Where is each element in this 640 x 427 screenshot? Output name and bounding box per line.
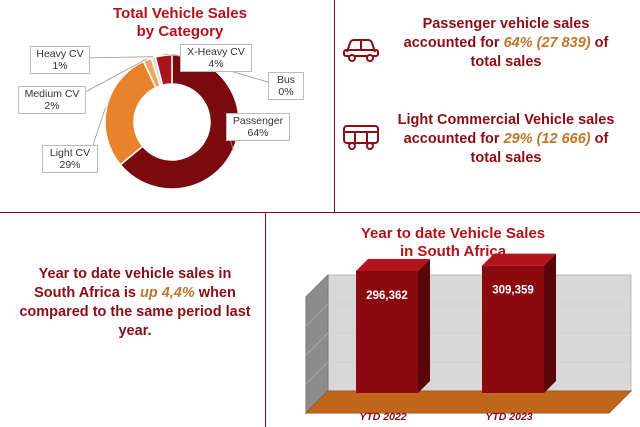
label-heavy-cv: Heavy CV 1% bbox=[30, 46, 90, 74]
label-passenger-name: Passenger bbox=[232, 115, 284, 127]
donut-panel: Total Vehicle Sales by Category Heavy CV… bbox=[0, 0, 334, 212]
bar-category-label-ytd-2022: YTD 2022 bbox=[359, 411, 406, 423]
lcv-stat-suffix: of bbox=[594, 131, 609, 147]
lcv-stat-line1: Light Commercial Vehicle sales bbox=[397, 112, 615, 128]
ytd-summary-line2: South Africa is up 4,4% when bbox=[10, 284, 260, 303]
bus-icon bbox=[343, 125, 379, 150]
bar-value-label-ytd-2022: 296,362 bbox=[366, 290, 408, 302]
bar-side-ytd-2022 bbox=[418, 258, 430, 393]
donut-title-line1: Total Vehicle Sales bbox=[113, 5, 247, 22]
divider-vertical-top bbox=[334, 0, 335, 212]
label-light-cv-name: Light CV bbox=[49, 147, 91, 159]
stats-panel: Passenger vehicle sales accounted for 64… bbox=[335, 0, 640, 212]
ytd-summary-line4: year. bbox=[118, 323, 152, 339]
label-light-cv: Light CV 29% bbox=[42, 145, 98, 173]
label-medium-cv-name: Medium CV bbox=[24, 88, 80, 100]
donut-slice-passenger bbox=[119, 54, 240, 190]
bar-side-ytd-2023 bbox=[544, 253, 556, 393]
lcv-stat-text: Light Commercial Vehicle sales accounted… bbox=[375, 111, 637, 168]
bar-value-label-ytd-2023: 309,359 bbox=[492, 285, 534, 297]
label-heavy-cv-pct: 1% bbox=[52, 60, 68, 72]
label-bus: Bus 0% bbox=[268, 72, 304, 100]
ytd-summary-prefix: South Africa is bbox=[34, 285, 136, 301]
lcv-stat-line2: accounted for 29% (12 666) of bbox=[375, 130, 637, 149]
bar-category-label-ytd-2023: YTD 2023 bbox=[485, 411, 532, 423]
bar-ytd-2022 bbox=[356, 270, 418, 393]
label-light-cv-pct: 29% bbox=[59, 159, 81, 171]
ytd-summary-line3: compared to the same period last bbox=[19, 304, 251, 320]
label-xheavy-cv: X-Heavy CV 4% bbox=[180, 44, 252, 72]
donut-slice-x-heavy-cv bbox=[154, 54, 173, 87]
car-icon bbox=[343, 39, 379, 62]
label-bus-pct: 0% bbox=[278, 86, 294, 98]
donut-title-line2: by Category bbox=[136, 23, 224, 40]
bar-top-ytd-2023 bbox=[482, 253, 556, 266]
bar-ytd-2023 bbox=[482, 265, 544, 393]
label-passenger-pct: 64% bbox=[247, 127, 269, 139]
ytd-summary-suffix: when bbox=[198, 285, 236, 301]
passenger-stat-highlight: 64% (27 839) bbox=[503, 35, 591, 51]
chart-floor bbox=[304, 390, 633, 414]
ytd-summary-text: Year to date vehicle sales in South Afri… bbox=[10, 265, 260, 341]
passenger-stat-line2: accounted for 64% (27 839) of bbox=[375, 34, 637, 53]
label-xheavy-cv-name: X-Heavy CV bbox=[187, 46, 245, 58]
lcv-stat-line3: total sales bbox=[470, 150, 542, 166]
ytd-summary-highlight: up 4,4% bbox=[139, 285, 195, 301]
lcv-stat-highlight: 29% (12 666) bbox=[503, 131, 591, 147]
label-medium-cv: Medium CV 2% bbox=[18, 86, 86, 114]
bar-title: Year to date Vehicle Sales in South Afri… bbox=[306, 225, 600, 261]
bar-top-ytd-2022 bbox=[356, 258, 430, 271]
donut-title: Total Vehicle Sales by Category bbox=[60, 5, 300, 41]
bar-panel: Year to date Vehicle Sales in South Afri… bbox=[266, 213, 640, 427]
passenger-stat-prefix: accounted for bbox=[403, 35, 500, 51]
ytd-summary-line1: Year to date vehicle sales in bbox=[38, 266, 232, 282]
bar-title-line2: in South Africa bbox=[399, 243, 507, 260]
divider-horizontal bbox=[0, 212, 640, 213]
passenger-stat-line1: Passenger vehicle sales bbox=[422, 16, 590, 32]
label-bus-name: Bus bbox=[276, 74, 296, 86]
passenger-stat-line3: total sales bbox=[470, 54, 542, 70]
side-gridline bbox=[305, 361, 329, 385]
label-heavy-cv-name: Heavy CV bbox=[36, 48, 84, 60]
label-medium-cv-pct: 2% bbox=[44, 100, 60, 112]
leader-line-medium-cv bbox=[77, 58, 148, 97]
bar-title-line1: Year to date Vehicle Sales bbox=[360, 225, 546, 242]
lcv-stat-prefix: accounted for bbox=[403, 131, 500, 147]
label-xheavy-cv-pct: 4% bbox=[208, 58, 224, 70]
donut-chart bbox=[77, 53, 269, 190]
divider-vertical-bottom bbox=[265, 212, 266, 427]
side-gridline bbox=[305, 303, 329, 327]
bar-chart: 296,362 YTD 2022 309,359 YTD 2023 bbox=[304, 253, 633, 423]
passenger-stat-suffix: of bbox=[594, 35, 609, 51]
label-passenger: Passenger 64% bbox=[226, 113, 290, 141]
side-gridline bbox=[305, 332, 329, 356]
leader-line-heavy-cv bbox=[81, 56, 154, 59]
passenger-stat-text: Passenger vehicle sales accounted for 64… bbox=[375, 15, 637, 72]
